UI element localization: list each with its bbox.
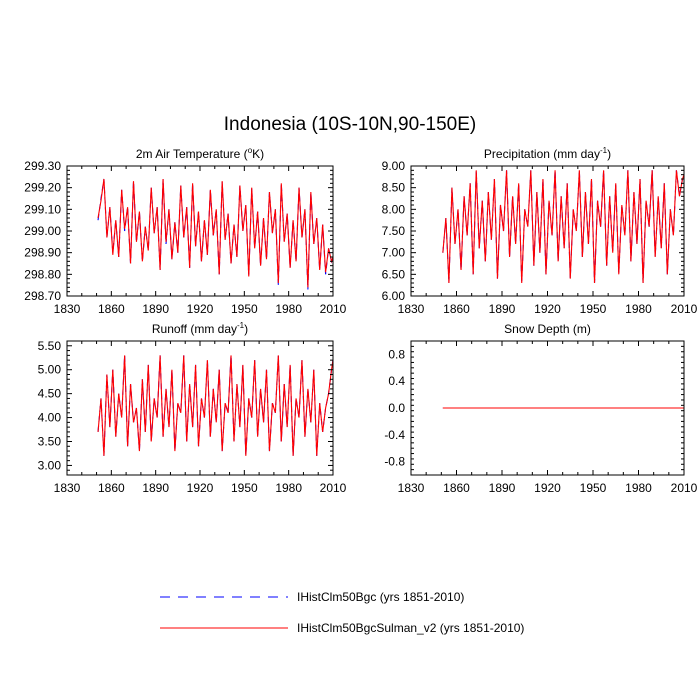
x-tick-label-runoff: 1890 — [142, 481, 169, 495]
panel-title-snow-depth: Snow Depth (m) — [504, 322, 591, 336]
y-tick-label-runoff: 4.50 — [38, 387, 62, 401]
panel-title-precipitation: Precipitation (mm day-1) — [484, 146, 611, 161]
y-tick-label-temperature: 299.10 — [24, 202, 61, 216]
panel-title-runoff: Runoff (mm day-1) — [152, 321, 248, 336]
y-tick-label-precipitation: 7.50 — [382, 224, 406, 238]
y-tick-label-temperature: 298.70 — [24, 289, 61, 303]
panel-title-end-temperature: K) — [252, 147, 264, 161]
x-tick-label-runoff: 1920 — [187, 481, 214, 495]
series-line-runoff-2 — [97, 355, 333, 456]
y-tick-label-precipitation: 6.50 — [382, 267, 406, 281]
x-tick-label-temperature: 1950 — [231, 302, 258, 316]
y-tick-label-snow-depth: 0.4 — [388, 374, 405, 388]
y-tick-label-runoff: 5.00 — [38, 363, 62, 377]
x-tick-label-temperature: 1920 — [187, 302, 214, 316]
panel-title-text-temperature: 2m Air Temperature ( — [136, 147, 248, 161]
series-line-runoff-1 — [97, 355, 333, 456]
y-tick-label-runoff: 4.00 — [38, 411, 62, 425]
legend: IHistClm50Bgc (yrs 1851-2010) IHistClm50… — [160, 590, 524, 635]
x-tick-label-runoff: 2010 — [320, 481, 347, 495]
x-tick-label-precipitation: 1980 — [625, 302, 652, 316]
x-tick-label-snow-depth: 1920 — [534, 481, 561, 495]
y-tick-label-runoff: 3.50 — [38, 435, 62, 449]
y-tick-label-runoff: 3.00 — [38, 458, 62, 472]
y-tick-label-temperature: 299.30 — [24, 159, 61, 173]
panels: 2m Air Temperature (oK) 1830 1860 1890 1920 1… — [24, 146, 697, 495]
y-tick-label-precipitation: 8.50 — [382, 181, 406, 195]
x-tick-label-temperature: 1830 — [54, 302, 81, 316]
x-tick-label-runoff: 1860 — [98, 481, 125, 495]
panel-runoff: Runoff (mm day-1) 1830 1860 1890 1920 1950 198… — [38, 321, 347, 495]
x-tick-label-snow-depth: 2010 — [671, 481, 698, 495]
y-tick-label-snow-depth: 0.0 — [388, 401, 405, 415]
legend-label-2: IHistClm50BgcSulman_v2 (yrs 1851-2010) — [297, 621, 524, 635]
y-tick-label-precipitation: 7.00 — [382, 246, 406, 260]
panel-title-sup-precipitation: -1 — [600, 146, 608, 155]
x-tick-label-snow-depth: 1980 — [625, 481, 652, 495]
y-tick-label-snow-depth: -0.8 — [384, 455, 405, 469]
y-tick-label-temperature: 298.90 — [24, 246, 61, 260]
y-tick-label-precipitation: 6.00 — [382, 289, 406, 303]
x-tick-label-snow-depth: 1950 — [580, 481, 607, 495]
panel-title-end-runoff: ) — [244, 322, 248, 336]
panel-title-temperature: 2m Air Temperature (oK) — [136, 146, 264, 161]
y-tick-label-temperature: 299.20 — [24, 181, 61, 195]
y-tick-label-temperature: 298.80 — [24, 267, 61, 281]
legend-label-1: IHistClm50Bgc (yrs 1851-2010) — [297, 590, 464, 604]
x-tick-label-snow-depth: 1890 — [489, 481, 516, 495]
x-tick-label-precipitation: 2010 — [671, 302, 698, 316]
panel-title-text-runoff: Runoff (mm day — [152, 322, 237, 336]
figure-title: Indonesia (10S-10N,90-150E) — [224, 114, 476, 135]
x-tick-label-temperature: 1860 — [98, 302, 125, 316]
x-tick-label-temperature: 1980 — [275, 302, 302, 316]
panel-title-sup-runoff: -1 — [237, 321, 245, 330]
y-tick-label-precipitation: 9.00 — [382, 159, 406, 173]
y-tick-label-snow-depth: 0.8 — [388, 347, 405, 361]
x-tick-label-snow-depth: 1860 — [443, 481, 470, 495]
x-tick-label-temperature: 2010 — [320, 302, 347, 316]
panel-snow-depth: Snow Depth (m) 1830 1860 1890 1920 1950 1980 20… — [384, 322, 697, 495]
x-tick-label-runoff: 1830 — [54, 481, 81, 495]
x-tick-label-precipitation: 1830 — [398, 302, 425, 316]
panel-title-text-snow-depth: Snow Depth (m) — [504, 322, 591, 336]
x-tick-label-precipitation: 1920 — [534, 302, 561, 316]
x-tick-label-snow-depth: 1830 — [398, 481, 425, 495]
panel-temperature: 2m Air Temperature (oK) 1830 1860 1890 1920 1… — [24, 146, 346, 316]
panel-title-sup-temperature: o — [248, 146, 253, 155]
panel-precipitation: Precipitation (mm day-1) 1830 1860 1890 1920… — [382, 146, 698, 316]
y-tick-label-runoff: 5.50 — [38, 339, 62, 353]
panel-title-text-precipitation: Precipitation (mm day — [484, 147, 600, 161]
x-tick-label-precipitation: 1860 — [443, 302, 470, 316]
series-line-precipitation-2 — [442, 170, 684, 284]
y-tick-label-temperature: 299.00 — [24, 224, 61, 238]
series-line-temperature-2 — [97, 178, 333, 288]
panel-title-end-precipitation: ) — [607, 147, 611, 161]
x-tick-label-temperature: 1890 — [142, 302, 169, 316]
x-tick-label-precipitation: 1950 — [580, 302, 607, 316]
y-tick-label-snow-depth: -0.4 — [384, 428, 405, 442]
x-tick-label-runoff: 1950 — [231, 481, 258, 495]
x-tick-label-precipitation: 1890 — [489, 302, 516, 316]
x-tick-label-runoff: 1980 — [275, 481, 302, 495]
y-tick-label-precipitation: 8.00 — [382, 202, 406, 216]
